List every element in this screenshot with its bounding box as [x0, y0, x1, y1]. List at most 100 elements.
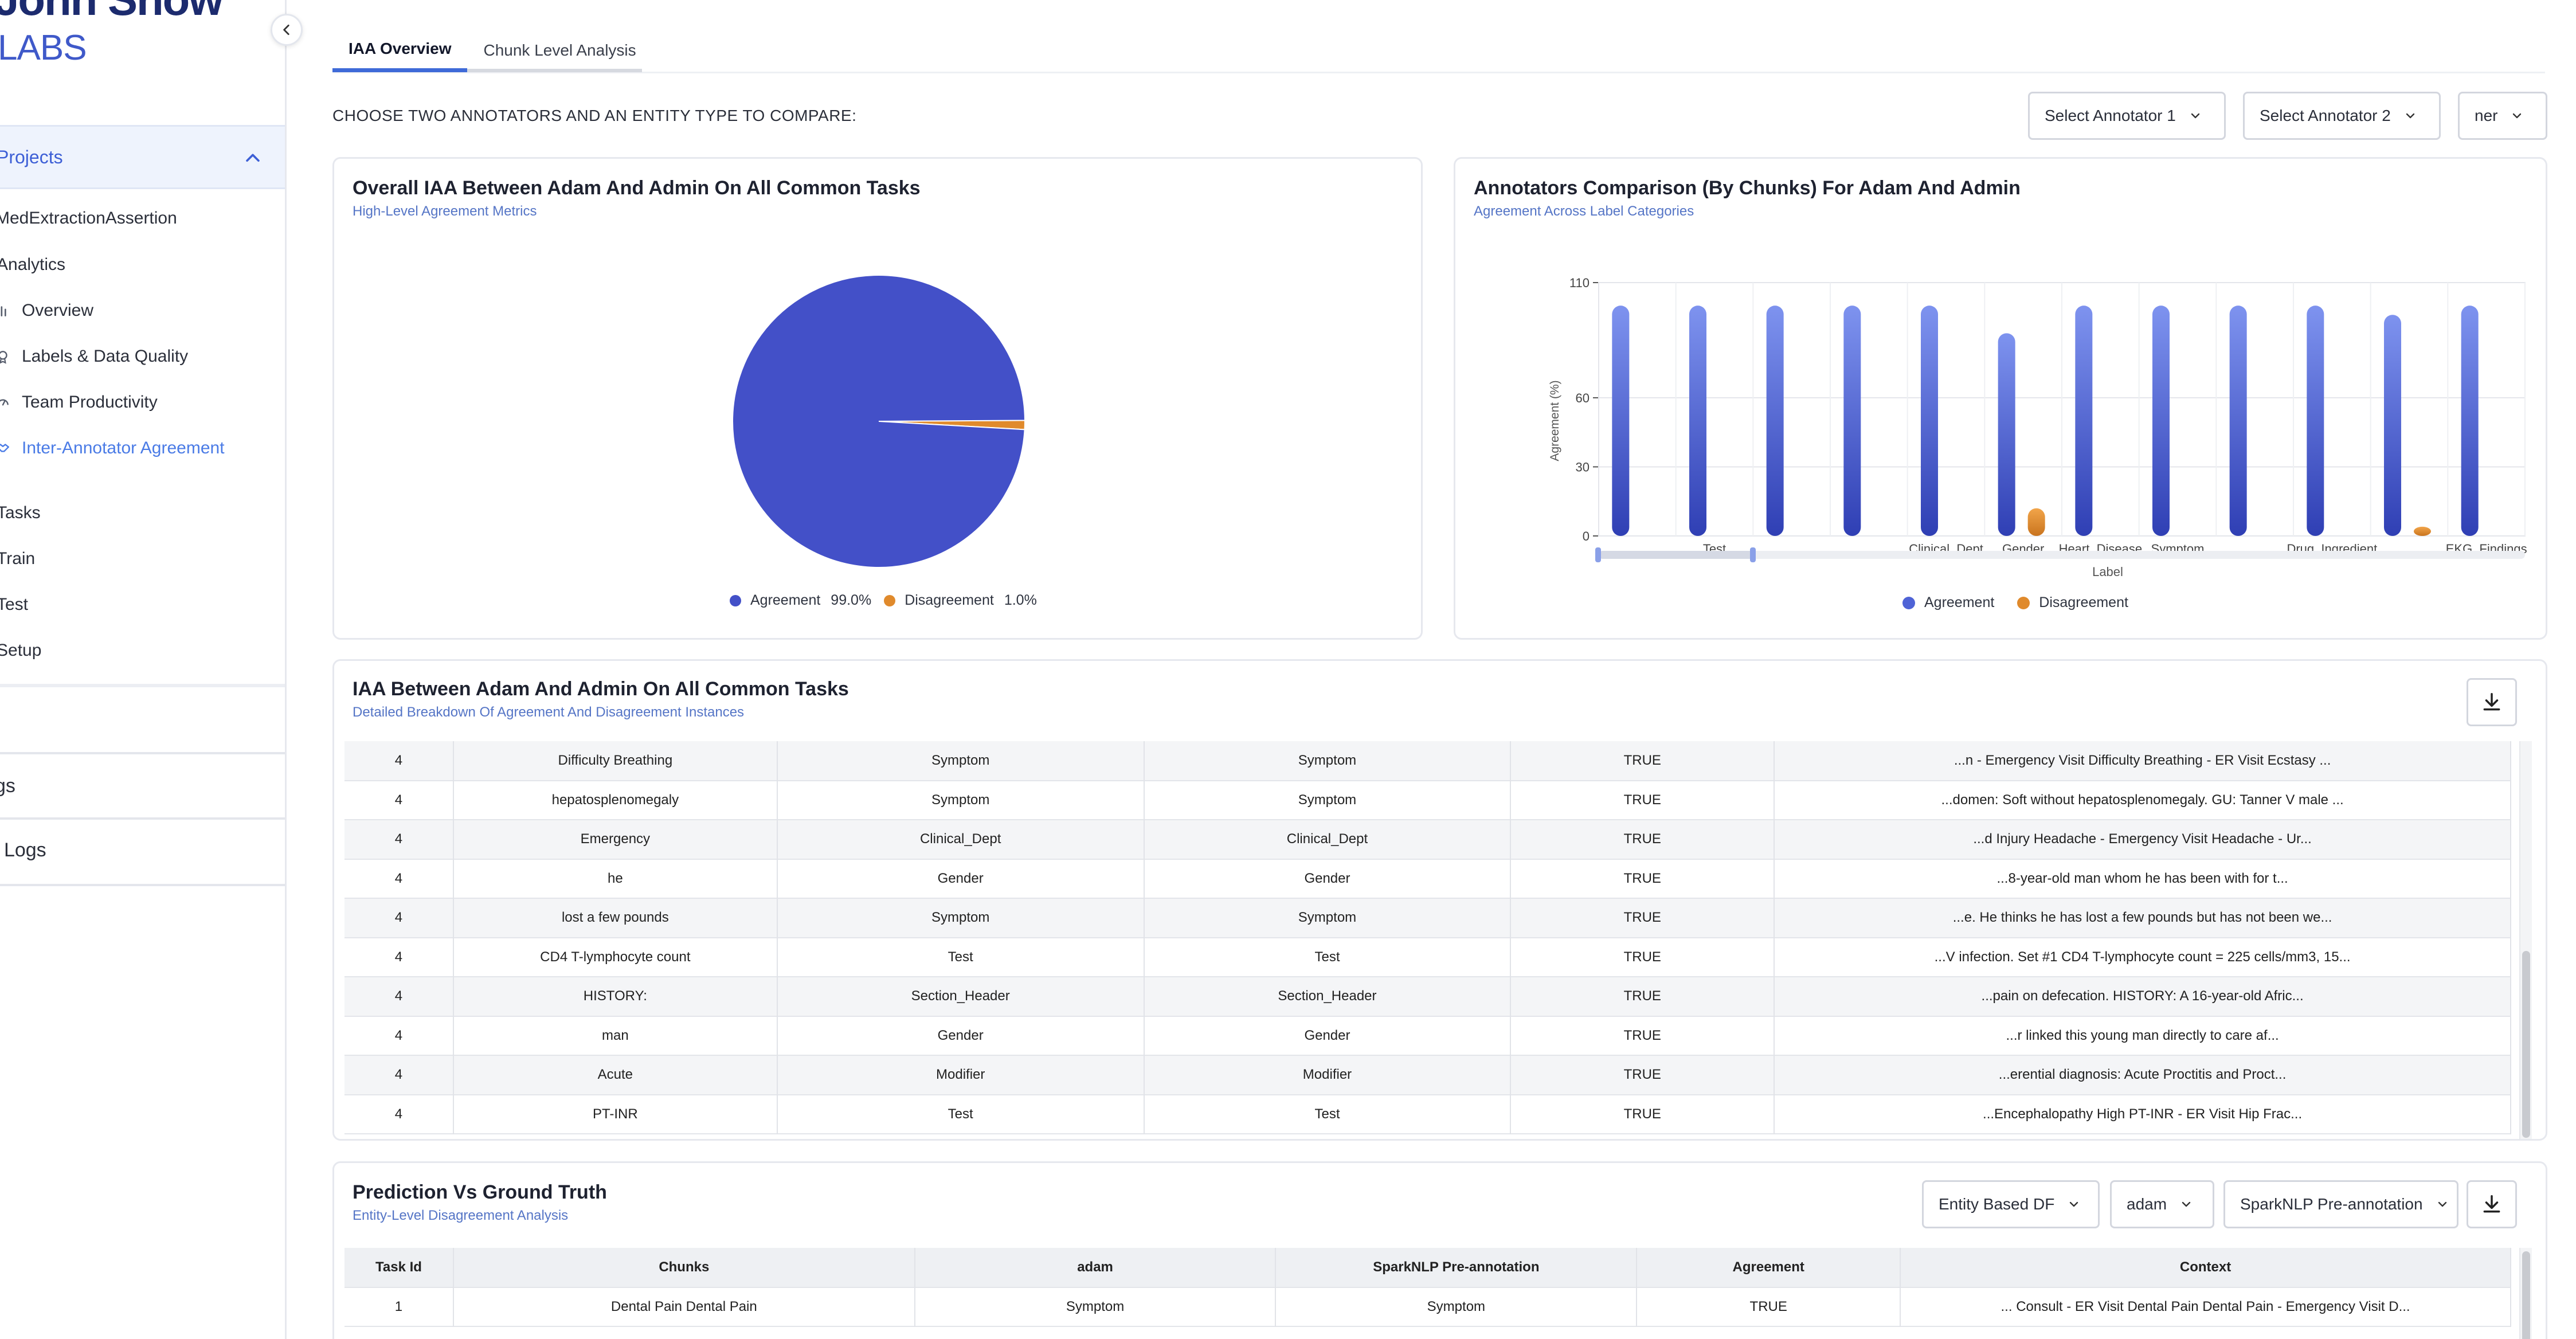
- sidebar-item-tasks[interactable]: Tasks: [0, 503, 41, 523]
- bar-agreement[interactable]: [1766, 306, 1784, 536]
- chevron-up-icon[interactable]: [243, 148, 263, 171]
- download-prediction-button[interactable]: [2467, 1180, 2517, 1228]
- prediction-subtitle: Entity-Level Disagreement Analysis: [353, 1208, 569, 1223]
- bar-agreement[interactable]: [2075, 306, 2093, 536]
- bar-agreement[interactable]: [1689, 306, 1706, 536]
- table-cell: TRUE: [1510, 937, 1775, 977]
- sidebar-item-train[interactable]: Train: [0, 549, 35, 569]
- zoom-slider-track[interactable]: [1599, 551, 2525, 559]
- table-cell: Gender: [1144, 1016, 1512, 1055]
- tabs-track: [332, 69, 642, 72]
- table-row[interactable]: 4 lost a few pounds Symptom Symptom TRUE ...e…: [344, 898, 2511, 938]
- bar-agreement[interactable]: [1921, 306, 1938, 536]
- sidebar-projects-header[interactable]: Projects: [0, 125, 285, 189]
- table-cell: Test: [777, 1094, 1145, 1134]
- zoom-slider-window[interactable]: [1599, 551, 1753, 559]
- pie-slice-agreement[interactable]: [732, 275, 1026, 568]
- sidebar-item-label: Inter-Annotator Agreement: [22, 438, 225, 457]
- sidebar-item-audit-logs[interactable]: Audit Logs: [0, 817, 285, 886]
- table-row[interactable]: 4 Emergency Clinical_Dept Clinical_Dept TRUE…: [344, 820, 2511, 859]
- sidebar-collapse-button[interactable]: [271, 14, 303, 46]
- sidebar-item-overview[interactable]: Overview: [0, 301, 93, 320]
- table-cell: Symptom: [777, 898, 1145, 938]
- table-row[interactable]: 4 CD4 T-lymphocyte count Test Test TRUE ...V …: [344, 937, 2511, 977]
- tab-iaa-overview[interactable]: IAA Overview: [332, 29, 468, 72]
- table-row[interactable]: 4 Acute Modifier Modifier TRUE ...erential di…: [344, 1055, 2511, 1095]
- table-cell: ...pain on defecation. HISTORY: A 16-yea…: [1774, 977, 2511, 1016]
- sidebar-item-test[interactable]: Test: [0, 595, 28, 614]
- sidebar-item-analytics[interactable]: Analytics: [0, 255, 65, 275]
- sidebar-item-settings[interactable]: Settings: [0, 752, 285, 820]
- bar-disagreement[interactable]: [2027, 508, 2045, 536]
- pie-legend: Agreement 99.0% Disagreement 1.0%: [730, 592, 1037, 609]
- table-header-cell[interactable]: Context: [1900, 1248, 2511, 1287]
- bar-agreement[interactable]: [2152, 306, 2170, 536]
- iaa-table-scroll-thumb[interactable]: [2522, 951, 2530, 1138]
- table-header-cell[interactable]: Agreement: [1637, 1248, 1901, 1287]
- sidebar-item-labels-quality[interactable]: Labels & Data Quality: [0, 347, 188, 366]
- sidebar-item-label: Settings: [0, 775, 15, 797]
- table-cell: ... Consult - ER Visit Dental Pain Denta…: [1900, 1287, 2511, 1326]
- legend-agreement-label: Agreement: [750, 592, 821, 608]
- sidebar-item-label: Analytics: [0, 255, 66, 274]
- bar-agreement[interactable]: [2307, 306, 2324, 536]
- bar-agreement[interactable]: [1612, 306, 1630, 536]
- y-tick-label: 110: [1569, 276, 1590, 290]
- annotator1-select[interactable]: Select Annotator 1: [2028, 92, 2226, 140]
- sidebar-item-label: Test: [0, 595, 29, 614]
- bar-agreement[interactable]: [2384, 315, 2401, 536]
- table-row[interactable]: 4 he Gender Gender TRUE ...8-year-old man who…: [344, 859, 2511, 898]
- sidebar-item-team-productivity[interactable]: Team Productivity: [0, 393, 158, 412]
- table-row[interactable]: 4 Difficulty Breathing Symptom Symptom TRUE.…: [344, 741, 2511, 781]
- table-row[interactable]: 4 man Gender Gender TRUE ...r linked this you…: [344, 1016, 2511, 1055]
- table-cell: 4: [344, 937, 454, 977]
- bar-agreement[interactable]: [1998, 333, 2015, 536]
- sidebar-item-inter-annotator-agreement[interactable]: Inter-Annotator Agreement: [0, 438, 225, 458]
- table-header-cell[interactable]: Chunks: [453, 1248, 915, 1287]
- download-iaa-button[interactable]: [2467, 678, 2517, 726]
- table-cell: TRUE: [1637, 1287, 1901, 1326]
- zoom-slider-handle-right[interactable]: [1750, 547, 1756, 562]
- table-cell: Difficulty Breathing: [453, 741, 778, 781]
- table-cell: 1: [344, 1287, 454, 1326]
- y-axis-label: Agreement (%): [1548, 380, 1561, 461]
- entity-type-value: ner: [2475, 107, 2498, 124]
- prediction-table-scroll-thumb[interactable]: [2522, 1251, 2530, 1339]
- iaa-table-scrollbar[interactable]: [2519, 741, 2532, 1139]
- table-cell: ...V infection. Set #1 CD4 T-lymphocyte …: [1774, 937, 2511, 977]
- bar-agreement[interactable]: [1843, 306, 1861, 536]
- prediction-table-scrollbar[interactable]: [2519, 1248, 2532, 1339]
- table-cell: Symptom: [1275, 1287, 1638, 1326]
- table-cell: 4: [344, 1016, 454, 1055]
- table-cell: TRUE: [1510, 1016, 1775, 1055]
- table-cell: ...e. He thinks he has lost a few pounds…: [1774, 898, 2511, 938]
- entity-type-select[interactable]: ner: [2458, 92, 2547, 140]
- overall-iaa-title: Overall IAA Between Adam And Admin On Al…: [353, 177, 921, 199]
- bar-disagreement[interactable]: [2414, 526, 2431, 536]
- table-cell: ...8-year-old man whom he has been with …: [1774, 859, 2511, 898]
- table-header-cell[interactable]: adam: [914, 1248, 1277, 1287]
- table-header-cell[interactable]: Task Id: [344, 1248, 454, 1287]
- table-cell: ...domen: Soft without hepatosplenomegal…: [1774, 780, 2511, 820]
- sidebar-item-project[interactable]: MedExtractionAssertion: [0, 209, 177, 228]
- download-icon: [2483, 693, 2500, 711]
- table-cell: 4: [344, 898, 454, 938]
- sidebar-divider: [0, 684, 285, 687]
- legend-disagreement-value: 1.0%: [1004, 592, 1037, 608]
- table-row[interactable]: 4 HISTORY: Section_Header Section_Header TRU…: [344, 977, 2511, 1016]
- table-row[interactable]: 4 hepatosplenomegaly Symptom Symptom TRUE...…: [344, 780, 2511, 820]
- dataframe-mode-select[interactable]: Entity Based DF: [1922, 1180, 2100, 1228]
- table-header-cell[interactable]: SparkNLP Pre-annotation: [1275, 1248, 1638, 1287]
- chevron-down-icon: [2436, 1197, 2449, 1211]
- table-row[interactable]: 1 Dental Pain Dental Pain Symptom Symptom TR…: [344, 1287, 2511, 1326]
- sidebar-item-setup[interactable]: Setup: [0, 641, 41, 660]
- prediction-annotator-select[interactable]: adam: [2110, 1180, 2214, 1228]
- bar-agreement[interactable]: [2229, 306, 2247, 536]
- zoom-slider-handle-left[interactable]: [1595, 547, 1601, 562]
- annotator2-select[interactable]: Select Annotator 2: [2243, 92, 2441, 140]
- table-row[interactable]: 4 PT-INR Test Test TRUE ...Encephalopathy Hig…: [344, 1094, 2511, 1134]
- preannotation-select[interactable]: SparkNLP Pre-annotation: [2223, 1180, 2458, 1228]
- bar-agreement[interactable]: [2461, 306, 2479, 536]
- tab-chunk-level-analysis[interactable]: Chunk Level Analysis: [483, 41, 636, 59]
